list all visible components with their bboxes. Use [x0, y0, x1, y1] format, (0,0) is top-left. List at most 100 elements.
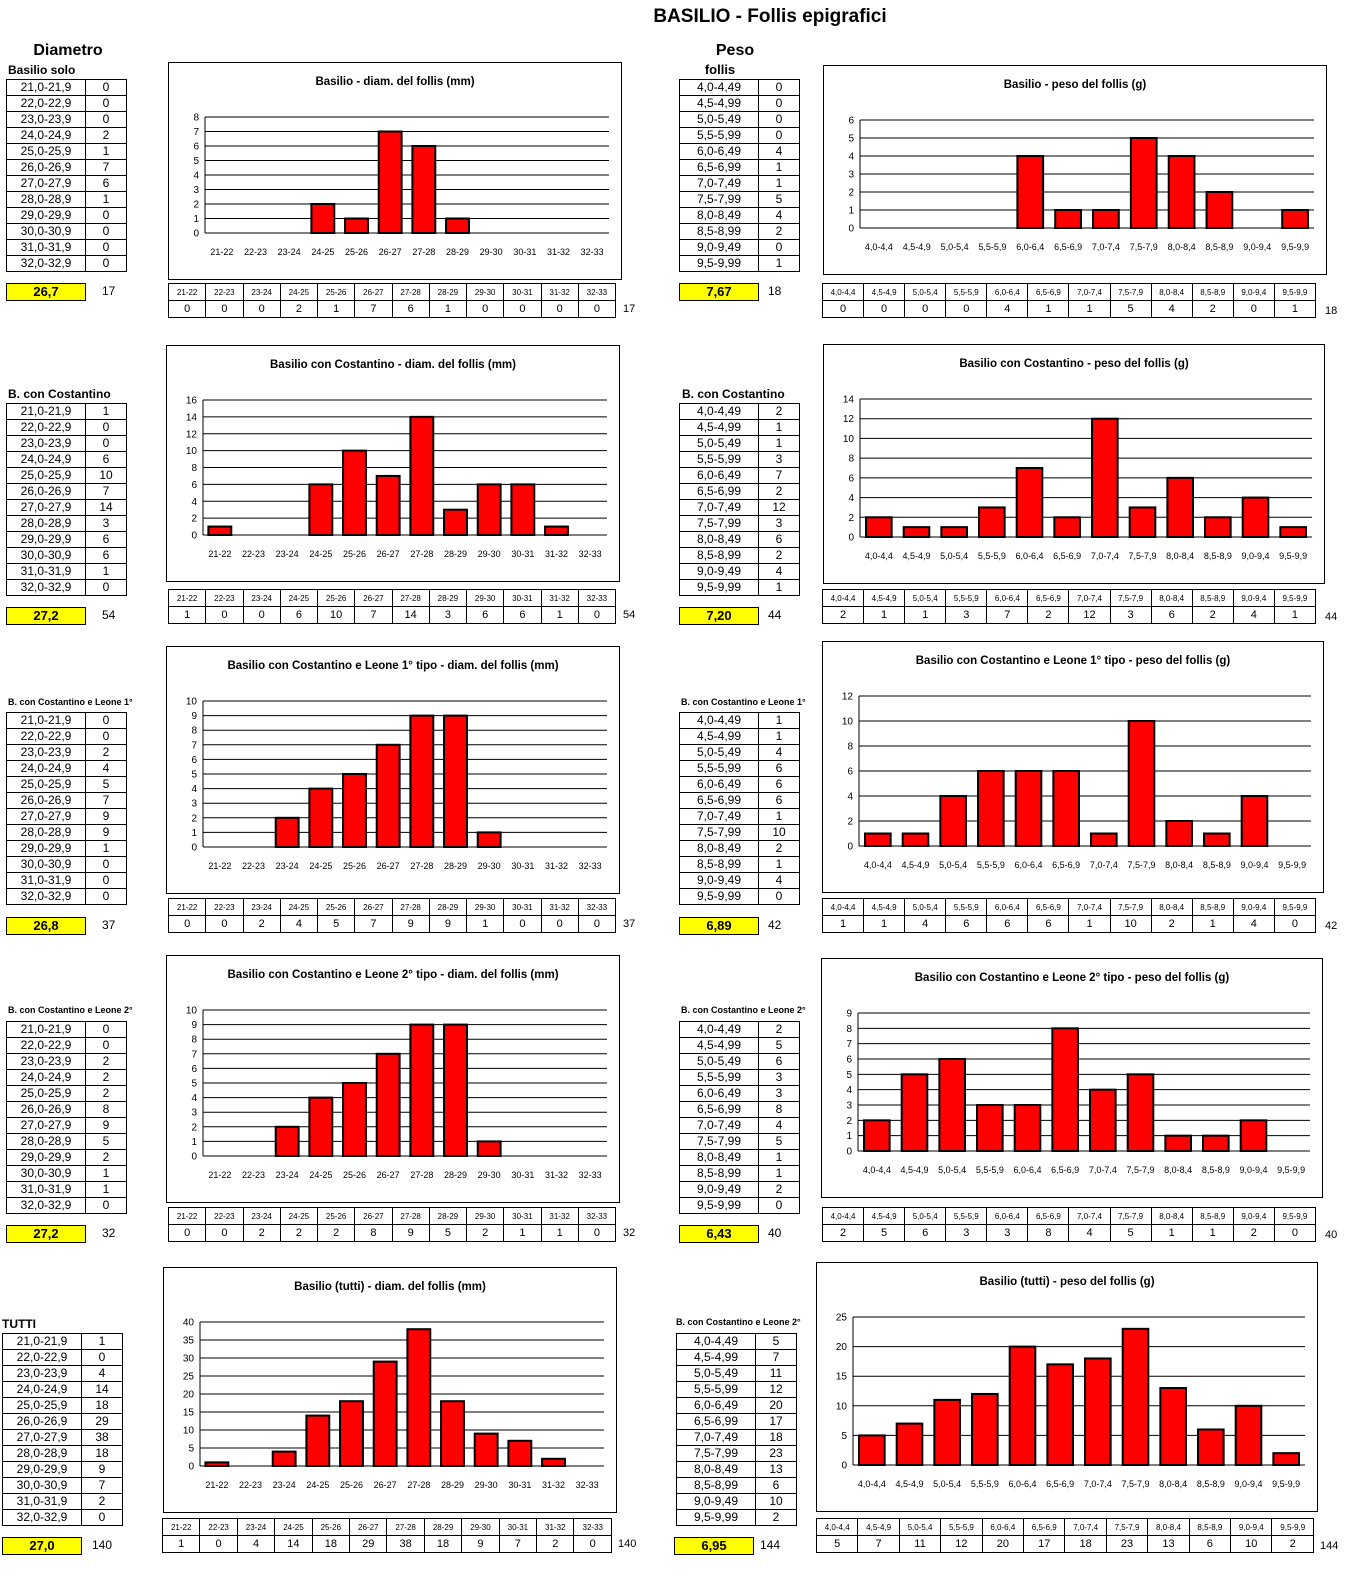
- weight-strip-value: 2: [1271, 1535, 1314, 1553]
- diameter-strip-value: 9: [391, 915, 430, 933]
- diameter-mean: 26,7: [6, 283, 86, 301]
- y-tick-label: 16: [186, 396, 198, 407]
- x-tick-label: 27-28: [410, 861, 433, 871]
- weight-range-cell: 7,0-7,49: [679, 1117, 759, 1134]
- diameter-strip-category: 28-29: [428, 898, 468, 916]
- diameter-range-cell: 26,0-26,9: [6, 1101, 86, 1118]
- weight-strip-category: 7,0-7,4: [1068, 1207, 1111, 1225]
- weight-count-cell: 12: [758, 499, 800, 516]
- diameter-count-cell: 0: [85, 856, 127, 873]
- weight-range-cell: 8,0-8,49: [676, 1461, 756, 1478]
- diameter-strip-category: 25-26: [311, 1518, 351, 1536]
- weight-count-cell: 0: [758, 127, 800, 144]
- weight-range-cell: 6,5-6,99: [679, 159, 759, 176]
- diameter-strip-category: 21-22: [167, 283, 207, 301]
- chart-bar: [1129, 137, 1158, 229]
- diameter-range-cell: 30,0-30,9: [2, 1477, 82, 1494]
- weight-strip-value: 1: [1068, 300, 1111, 318]
- weight-strip-value: 4: [1232, 915, 1275, 933]
- y-tick-label: 7: [191, 1049, 197, 1060]
- weight-strip-category: 8,5-8,9: [1191, 283, 1234, 301]
- diameter-range-cell: 24,0-24,9: [6, 760, 86, 777]
- chart-title: Basilio - diam. del follis (mm): [315, 76, 474, 88]
- weight-strip-value: 3: [1109, 606, 1152, 624]
- weight-strip-header-row: 4,0-4,4 4,5-4,9 5,0-5,4 5,5-5,9 6,0-6,4 6,5-6…: [821, 589, 1317, 607]
- weight-count-cell: 1: [758, 1165, 800, 1182]
- diameter-range-cell: 31,0-31,9: [6, 239, 86, 256]
- diameter-range-cell: 30,0-30,9: [6, 856, 86, 873]
- diameter-frequency-table: 21,0-21,9 1 22,0-22,9 0 23,0-23,9 4 24,0-24,9 1…: [2, 1333, 123, 1526]
- weight-count-cell: 1: [758, 808, 800, 825]
- diameter-count-cell: 1: [85, 143, 127, 160]
- diameter-table-row: 29,0-29,9 9: [2, 1461, 123, 1478]
- diameter-table-row: 25,0-25,9 2: [6, 1085, 127, 1102]
- diameter-strip-category: 24-25: [279, 898, 319, 916]
- weight-table-row: 5,5-5,99 3: [679, 1069, 800, 1086]
- chart-svg: Basilio (tutti) - diam. del follis (mm) 0…: [183, 1281, 604, 1490]
- diameter-range-cell: 24,0-24,9: [2, 1381, 82, 1398]
- x-tick-label: 6,0-6,4: [1015, 551, 1043, 561]
- x-tick-label: 7,0-7,4: [1092, 242, 1120, 252]
- diameter-table-row: 24,0-24,9 2: [6, 1069, 127, 1086]
- chart-bar: [1090, 832, 1118, 847]
- weight-strip-category: 9,0-9,4: [1232, 589, 1275, 607]
- y-tick-label: 3: [193, 185, 199, 196]
- diameter-strip-value: 2: [279, 300, 319, 318]
- chart-bar: [1014, 770, 1043, 847]
- diameter-strip-category: 23-24: [242, 283, 281, 301]
- chart-bar: [510, 483, 536, 536]
- diameter-table-row: 23,0-23,9 4: [2, 1365, 123, 1382]
- chart-title: Basilio con Costantino - peso del follis…: [959, 358, 1189, 370]
- weight-strip-category: 9,0-9,4: [1232, 898, 1275, 916]
- diameter-strip-value: 18: [311, 1535, 351, 1553]
- x-tick-label: 24-25: [309, 549, 332, 559]
- y-tick-label: 5: [191, 770, 197, 781]
- diameter-strip-value: 7: [354, 915, 393, 933]
- diameter-table-row: 22,0-22,9 0: [6, 95, 127, 112]
- weight-strip-value: 1: [904, 606, 947, 624]
- weight-strip-total: 144: [1320, 1540, 1339, 1552]
- weight-strip-category: 8,5-8,9: [1191, 1207, 1234, 1225]
- diameter-total: 54: [102, 608, 116, 622]
- weight-strip-category: 6,0-6,4: [986, 898, 1029, 916]
- y-tick-label: 5: [193, 156, 199, 167]
- page-title: BASILIO - Follis epigrafici: [653, 6, 887, 27]
- weight-mean: 7,20: [679, 607, 759, 625]
- weight-range-cell: 9,5-9,99: [676, 1509, 756, 1526]
- diameter-strip-value: 2: [536, 1535, 575, 1553]
- x-tick-label: 26-27: [379, 247, 402, 257]
- chart-bar: [1204, 516, 1232, 539]
- diameter-mean: 27,2: [6, 607, 86, 625]
- diameter-chart: Basilio - diam. del follis (mm) 0 1 2 3 4 5 6 7 8…: [168, 62, 622, 280]
- weight-strip-value: 4: [904, 915, 947, 933]
- chart-bar: [342, 1082, 367, 1157]
- weight-range-cell: 7,5-7,99: [679, 191, 759, 208]
- weight-strip-value: 4: [1068, 1224, 1111, 1242]
- x-tick-label: 9,0-9,4: [1243, 242, 1271, 252]
- x-tick-label: 5,0-5,4: [938, 1165, 966, 1175]
- weight-count-cell: 2: [758, 1181, 800, 1198]
- diameter-count-cell: 2: [81, 1493, 123, 1510]
- diameter-count-cell: 1: [85, 1181, 127, 1198]
- y-tick-label: 0: [191, 1152, 197, 1163]
- diameter-strip-value: 7: [354, 300, 393, 318]
- weight-strip-category: 7,0-7,4: [1068, 898, 1111, 916]
- x-tick-label: 30-31: [508, 1480, 531, 1490]
- y-tick-label: 6: [191, 480, 197, 491]
- weight-count-cell: 1: [758, 255, 800, 272]
- weight-table-row: 5,0-5,49 4: [679, 744, 800, 761]
- weight-count-cell: 3: [758, 1085, 800, 1102]
- diameter-strip-value: 18: [423, 1535, 463, 1553]
- diameter-strip-value: 0: [540, 915, 579, 933]
- y-tick-label: 0: [846, 1147, 852, 1158]
- x-tick-label: 29-30: [478, 861, 501, 871]
- x-tick-label: 4,5-4,9: [903, 242, 931, 252]
- diameter-range-cell: 28,0-28,9: [2, 1445, 82, 1462]
- weight-strip-category: 4,0-4,4: [821, 589, 865, 607]
- diameter-header: Diametro: [33, 42, 103, 59]
- chart-svg: Basilio con Costantino e Leone 1° tipo -…: [842, 655, 1311, 870]
- diameter-count-cell: 7: [85, 483, 127, 500]
- chart-bar: [544, 525, 569, 536]
- chart-bar: [933, 1398, 961, 1467]
